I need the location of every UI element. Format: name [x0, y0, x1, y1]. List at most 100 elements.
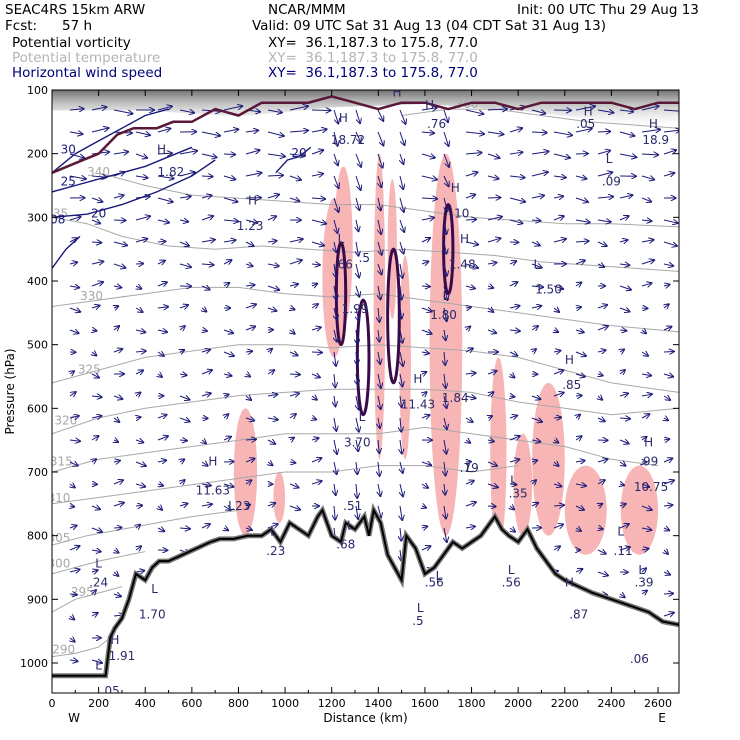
wind-vector-660 [598, 374, 603, 376]
wind-vector-255 [267, 370, 274, 374]
annotation-67: .06 [630, 652, 649, 666]
y-tick-label-2: 300 [27, 211, 48, 224]
wind-vector-557 [509, 484, 516, 485]
wind-vector-529 [487, 462, 497, 466]
wind-vector-228 [246, 374, 250, 376]
wind-vector-141 [179, 242, 189, 246]
wind-vector-746 [663, 480, 674, 484]
wind-vector-488 [465, 153, 482, 154]
wind-vector-95 [136, 417, 140, 418]
wind-vector-421 [400, 461, 403, 473]
x-axis-title: Distance (km) [323, 711, 407, 725]
annotation-52: .68 [336, 537, 355, 551]
wind-vector-288 [289, 506, 300, 510]
wind-vector-606 [553, 370, 563, 374]
annotation-14: H [248, 194, 257, 208]
wind-vector-1 [69, 132, 82, 134]
wind-vector-82 [135, 132, 150, 135]
wind-vector-527 [488, 416, 492, 418]
wind-vector-30 [91, 176, 106, 177]
wind-vector-83 [135, 154, 147, 158]
annotation-38: 11.63 [196, 483, 230, 497]
wind-vector-548 [509, 282, 517, 286]
wind-vector-437 [421, 218, 434, 220]
wind-vector-32 [91, 220, 100, 223]
wind-vector-246 [267, 175, 283, 176]
wind-vector-54 [113, 109, 132, 114]
wind-vector-464 [444, 219, 446, 234]
y-axis-title: Pressure (hPa) [3, 348, 17, 434]
wind-vector-257 [267, 418, 278, 420]
y-tick-label-7: 800 [27, 530, 48, 543]
annotation-29: .85 [562, 378, 581, 392]
wind-vector-60 [113, 242, 127, 245]
wind-vector-445 [422, 392, 427, 396]
wind-vector-424 [400, 527, 401, 541]
wind-vector-466 [444, 263, 447, 276]
wind-vector-395 [378, 483, 380, 496]
y-tick-label-5: 600 [27, 402, 48, 415]
wind-vector-13 [69, 392, 76, 396]
wind-vector-390 [378, 373, 381, 388]
wind-vector-305 [312, 284, 317, 286]
wind-vector-71 [113, 480, 123, 484]
annotation-7: .05 [576, 117, 595, 131]
annotation-9: 18.9 [642, 133, 669, 147]
annotation-35: H [644, 436, 653, 450]
annotation-19: .66 [334, 257, 353, 271]
wind-vector-438 [421, 238, 430, 242]
wind-vector-744 [664, 439, 669, 440]
wind-vector-490 [465, 195, 475, 198]
wind-vector-256 [267, 394, 277, 396]
wind-vector-650 [597, 151, 610, 154]
wind-vector-381 [378, 175, 381, 187]
wind-vector-177 [202, 440, 206, 443]
wind-vector-461 [443, 153, 449, 167]
wind-vector-76 [113, 594, 121, 596]
wind-vector-730 [663, 130, 679, 132]
wind-vector-702 [641, 106, 659, 111]
wind-vector-749 [664, 550, 668, 554]
wind-vector-49 [92, 590, 96, 594]
wind-vector-152 [180, 480, 185, 484]
wind-vector-250 [267, 264, 279, 266]
wind-vector-168 [201, 240, 215, 242]
wind-vector-714 [641, 374, 651, 376]
wind-vector-48 [91, 570, 98, 572]
wind-vector-655 [597, 264, 604, 267]
wind-vector-74 [114, 550, 119, 553]
annotation-26: L [443, 289, 450, 303]
wind-vector-232 [245, 459, 254, 462]
wind-vector-582 [531, 440, 540, 442]
wind-vector-189 [223, 106, 242, 111]
wind-vector-642 [575, 569, 582, 572]
wind-vector-721 [641, 528, 651, 530]
wind-vector-600 [553, 239, 566, 242]
wind-vector-406 [399, 131, 404, 145]
wind-vector-415 [400, 329, 403, 343]
wind-vector-410 [399, 219, 404, 232]
wind-vector-35 [91, 282, 103, 286]
wind-vector-369 [356, 505, 358, 519]
wind-vector-614 [553, 546, 560, 550]
wind-vector-97 [135, 462, 146, 466]
wind-vector-199 [223, 330, 233, 333]
wind-vector-138 [179, 172, 195, 177]
wind-vector-735 [663, 241, 677, 246]
wind-vector-611 [553, 484, 561, 486]
annotation-30: H [413, 372, 422, 386]
annotation-66: .5 [412, 614, 423, 628]
wind-vector-393 [378, 439, 379, 453]
wind-vector-109 [157, 128, 170, 132]
wind-vector-476 [444, 483, 445, 495]
wind-vector-16 [69, 462, 78, 466]
wind-vector-628 [575, 260, 585, 264]
wind-vector-544 [509, 197, 525, 202]
theta-label-5: 315 [50, 455, 73, 469]
wind-vector-252 [267, 308, 276, 311]
wind-vector-569 [531, 151, 549, 154]
wind-vector-6 [69, 238, 77, 242]
wind-vector-112 [157, 197, 173, 202]
pv-shade-11 [233, 408, 258, 536]
wind-vector-247 [267, 194, 279, 198]
